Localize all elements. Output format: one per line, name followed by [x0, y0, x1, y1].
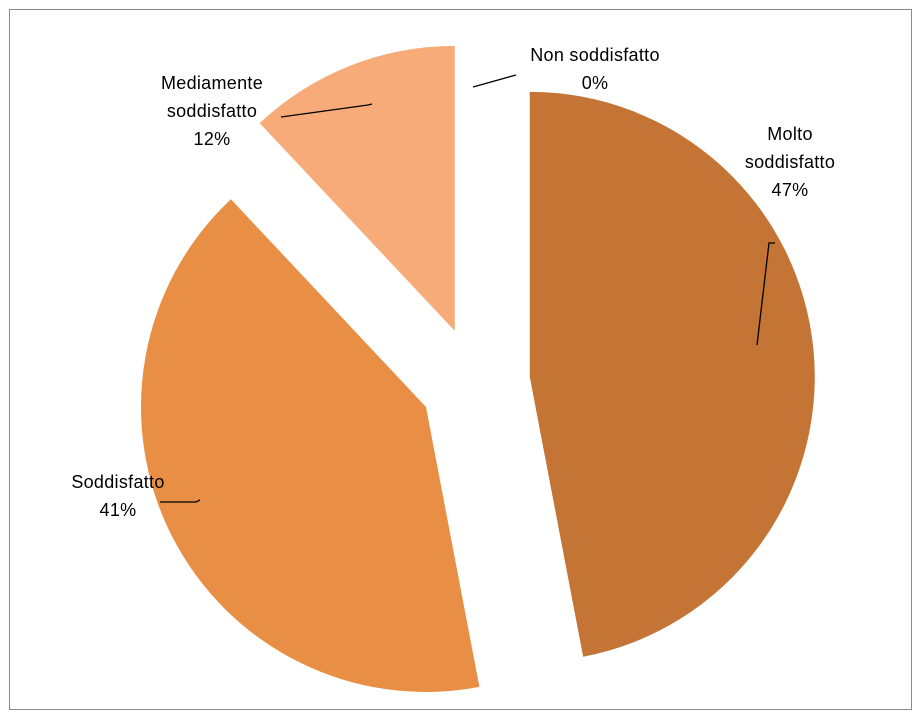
slice-label-3: Non soddisfatto 0% — [530, 45, 660, 93]
slice-percent: 41% — [100, 500, 137, 520]
pie-slice-1 — [140, 199, 480, 692]
leader-line-1 — [160, 499, 201, 503]
pie-slice-0 — [529, 91, 815, 657]
slice-percent: 0% — [582, 73, 609, 93]
slice-label-line: soddisfatto — [745, 152, 835, 172]
slice-label-line: Mediamente — [161, 73, 263, 93]
slice-label-line: soddisfatto — [167, 101, 257, 121]
slice-label-line: Non soddisfatto — [530, 45, 660, 65]
slice-label-1: Soddisfatto 41% — [71, 472, 164, 520]
slice-percent: 12% — [194, 129, 231, 149]
leader-line-2 — [280, 103, 373, 118]
pie-slice-2 — [259, 45, 455, 331]
slice-label-0: Molto soddisfatto 47% — [745, 124, 835, 200]
slice-percent: 47% — [772, 180, 809, 200]
leader-line-0 — [756, 242, 775, 346]
slice-label-line: Soddisfatto — [71, 472, 164, 492]
leader-line-3 — [472, 74, 517, 88]
slice-label-2: Mediamente soddisfatto 12% — [161, 73, 263, 149]
slice-label-line: Molto — [767, 124, 813, 144]
